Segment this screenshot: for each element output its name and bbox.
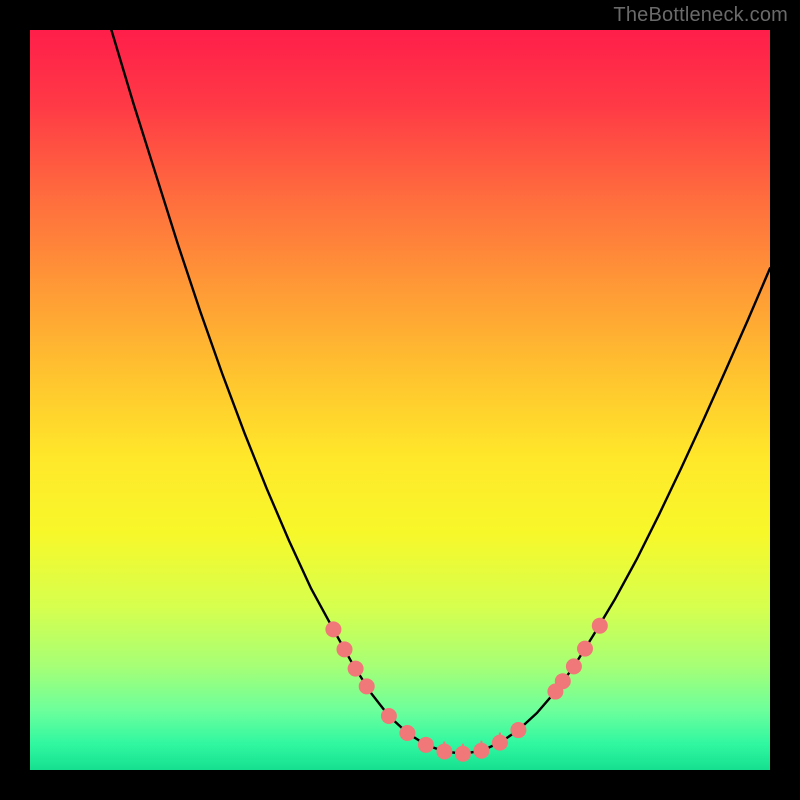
data-marker — [348, 661, 364, 677]
watermark-text: TheBottleneck.com — [613, 4, 788, 27]
plot-area — [30, 30, 770, 770]
data-marker — [592, 618, 608, 634]
data-marker — [577, 641, 593, 657]
data-marker — [555, 673, 571, 689]
data-marker — [418, 737, 434, 753]
data-marker — [566, 658, 582, 674]
data-marker — [455, 746, 471, 762]
data-marker — [381, 708, 397, 724]
data-marker — [337, 641, 353, 657]
data-marker — [399, 725, 415, 741]
data-marker — [359, 678, 375, 694]
data-marker — [436, 744, 452, 760]
data-marker — [473, 743, 489, 759]
data-marker — [325, 621, 341, 637]
gradient-background — [30, 30, 770, 770]
chart-container: TheBottleneck.com — [0, 0, 800, 800]
chart-svg — [30, 30, 770, 770]
data-marker — [510, 722, 526, 738]
data-marker — [492, 735, 508, 751]
